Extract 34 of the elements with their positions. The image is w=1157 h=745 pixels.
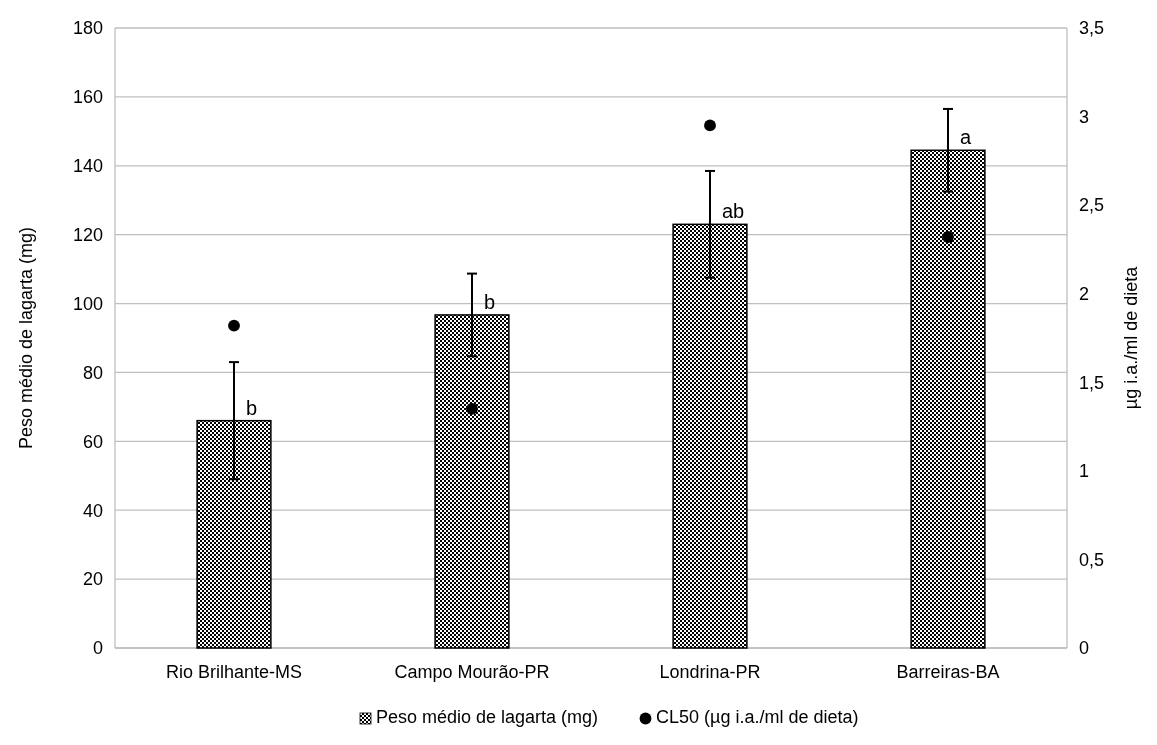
point bbox=[704, 119, 716, 132]
y-tick-label: 40 bbox=[82, 500, 103, 521]
y-tick-label: 60 bbox=[82, 431, 103, 452]
y-tick-label: 180 bbox=[72, 18, 103, 39]
y2-tick-label: 3 bbox=[1079, 106, 1090, 127]
x-tick-label: Barreiras-BA bbox=[896, 662, 1000, 682]
annotation: ab bbox=[722, 200, 745, 223]
y-tick-label: 20 bbox=[82, 569, 103, 590]
annotation: b bbox=[484, 290, 496, 313]
legend-label: Peso médio de lagarta (mg) bbox=[376, 707, 599, 727]
y2-tick-label: 0,5 bbox=[1079, 549, 1105, 570]
y2-tick-label: 1,5 bbox=[1079, 372, 1105, 393]
y-axis-title: Peso médio de lagarta (mg) bbox=[16, 226, 36, 450]
point bbox=[228, 319, 240, 332]
y-tick-label: 120 bbox=[72, 224, 103, 245]
y2-tick-label: 2 bbox=[1079, 284, 1090, 305]
y2-tick-label: 1 bbox=[1079, 461, 1090, 482]
x-tick-label: Londrina-PR bbox=[659, 662, 761, 682]
y-tick-label: 80 bbox=[82, 362, 103, 383]
annotation: a bbox=[960, 126, 972, 149]
point bbox=[466, 402, 478, 415]
y2-tick-label: 0 bbox=[1079, 638, 1090, 659]
annotation: b bbox=[246, 396, 258, 419]
x-tick-label: Campo Mourão-PR bbox=[394, 662, 550, 682]
y-tick-label: 0 bbox=[92, 638, 103, 659]
y2-tick-label: 2,5 bbox=[1079, 195, 1105, 216]
y2-tick-label: 3,5 bbox=[1079, 18, 1105, 39]
legend-label: CL50 (µg i.a./ml de dieta) bbox=[656, 707, 859, 727]
x-tick-label: Rio Brilhante-MS bbox=[165, 662, 303, 682]
y-tick-label: 160 bbox=[72, 87, 103, 108]
y-tick-label: 100 bbox=[72, 293, 103, 314]
y2-axis-title: µg i.a./ml de dieta bbox=[1121, 265, 1141, 410]
point bbox=[942, 231, 954, 243]
y-tick-label: 140 bbox=[72, 156, 103, 177]
